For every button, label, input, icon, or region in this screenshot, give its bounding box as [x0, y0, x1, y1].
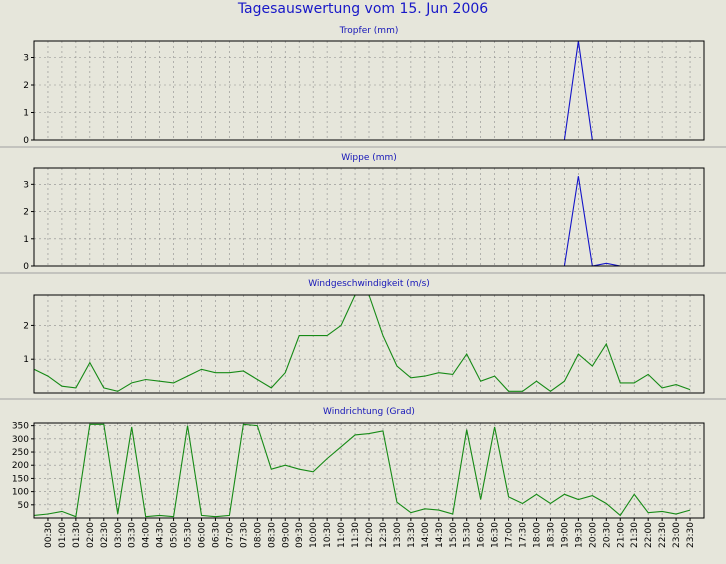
- x-tick-label: 23:00: [672, 522, 682, 548]
- y-tick-label: 3: [23, 180, 29, 190]
- y-tick-label: 0: [23, 262, 29, 272]
- x-tick-label: 09:00: [281, 522, 291, 548]
- x-tick-label: 17:00: [505, 522, 515, 548]
- x-tick-label: 16:00: [477, 522, 487, 548]
- x-tick-label: 11:00: [337, 522, 347, 548]
- x-tick-label: 03:30: [128, 522, 138, 548]
- x-tick-label: 09:30: [295, 522, 305, 548]
- x-tick-label: 02:30: [100, 522, 110, 548]
- series-line: [33, 423, 691, 518]
- y-tick-label: 0: [23, 136, 29, 146]
- y-tick-label: 2: [23, 321, 29, 331]
- y-tick-label: 2: [23, 81, 29, 91]
- x-tick-label: 04:00: [142, 522, 152, 548]
- x-tick-label: 01:30: [72, 522, 82, 548]
- x-tick-label: 22:00: [644, 522, 654, 548]
- y-tick-label: 1: [23, 235, 29, 245]
- y-tick-label: 1: [23, 355, 29, 365]
- x-tick-label: 01:00: [58, 522, 68, 548]
- y-tick-label: 50: [18, 501, 30, 511]
- y-tick-label: 350: [12, 422, 29, 432]
- y-tick-label: 1: [23, 109, 29, 119]
- panel-title: Windrichtung (Grad): [323, 407, 415, 417]
- x-tick-label: 22:30: [658, 522, 668, 548]
- x-tick-label: 06:30: [211, 522, 221, 548]
- x-tick-label: 18:00: [533, 522, 543, 548]
- x-tick-label: 15:00: [449, 522, 459, 548]
- x-tick-label: 17:30: [519, 522, 529, 548]
- x-tick-label: 21:00: [616, 522, 626, 548]
- panel-title: Tropfer (mm): [339, 26, 399, 36]
- panel-title: Windgeschwindigkeit (m/s): [308, 279, 430, 289]
- plot-frame: [33, 167, 705, 267]
- y-tick-label: 100: [12, 488, 29, 498]
- x-tick-label: 14:00: [421, 522, 431, 548]
- panel-title: Wippe (mm): [341, 153, 397, 163]
- y-tick-label: 250: [12, 448, 29, 458]
- y-tick-label: 3: [23, 54, 29, 64]
- x-tick-label: 02:00: [86, 522, 96, 548]
- x-tick-label: 13:00: [393, 522, 403, 548]
- y-tick-label: 200: [12, 461, 29, 471]
- x-tick-label: 20:00: [588, 522, 598, 548]
- x-tick-label: 05:30: [184, 522, 194, 548]
- x-tick-label: 15:30: [463, 522, 473, 548]
- x-tick-label: 13:30: [407, 522, 417, 548]
- x-tick-label: 08:00: [253, 522, 263, 548]
- plot-area: [34, 41, 704, 140]
- x-tick-label: 07:30: [239, 522, 249, 548]
- x-tick-label: 14:30: [435, 522, 445, 548]
- x-tick-label: 10:30: [323, 522, 333, 548]
- x-tick-label: 06:00: [198, 522, 208, 548]
- x-tick-label: 05:00: [170, 522, 180, 548]
- y-tick-label: 2: [23, 208, 29, 218]
- y-tick-label: 150: [12, 474, 29, 484]
- plot-area: [34, 168, 704, 266]
- plot-frame: [33, 40, 705, 141]
- x-tick-label: 21:30: [630, 522, 640, 548]
- x-tick-label: 18:30: [546, 522, 556, 548]
- x-tick-label: 07:00: [225, 522, 235, 548]
- x-tick-label: 03:00: [114, 522, 124, 548]
- x-tick-label: 12:00: [365, 522, 375, 548]
- x-tick-label: 08:30: [267, 522, 277, 548]
- plot-frame: [33, 294, 705, 394]
- x-tick-label: 12:30: [379, 522, 389, 548]
- x-tick-label: 04:30: [156, 522, 166, 548]
- plot-area: [34, 295, 704, 393]
- x-tick-label: 00:30: [44, 522, 54, 548]
- x-tick-label: 23:30: [686, 522, 696, 548]
- x-tick-label: 19:30: [574, 522, 584, 548]
- y-tick-label: 300: [12, 435, 29, 445]
- x-tick-label: 10:00: [309, 522, 319, 548]
- x-tick-label: 16:30: [491, 522, 501, 548]
- x-tick-label: 19:00: [560, 522, 570, 548]
- page-title: Tagesauswertung vom 15. Jun 2006: [237, 1, 489, 17]
- x-tick-label: 20:30: [602, 522, 612, 548]
- x-tick-label: 11:30: [351, 522, 361, 548]
